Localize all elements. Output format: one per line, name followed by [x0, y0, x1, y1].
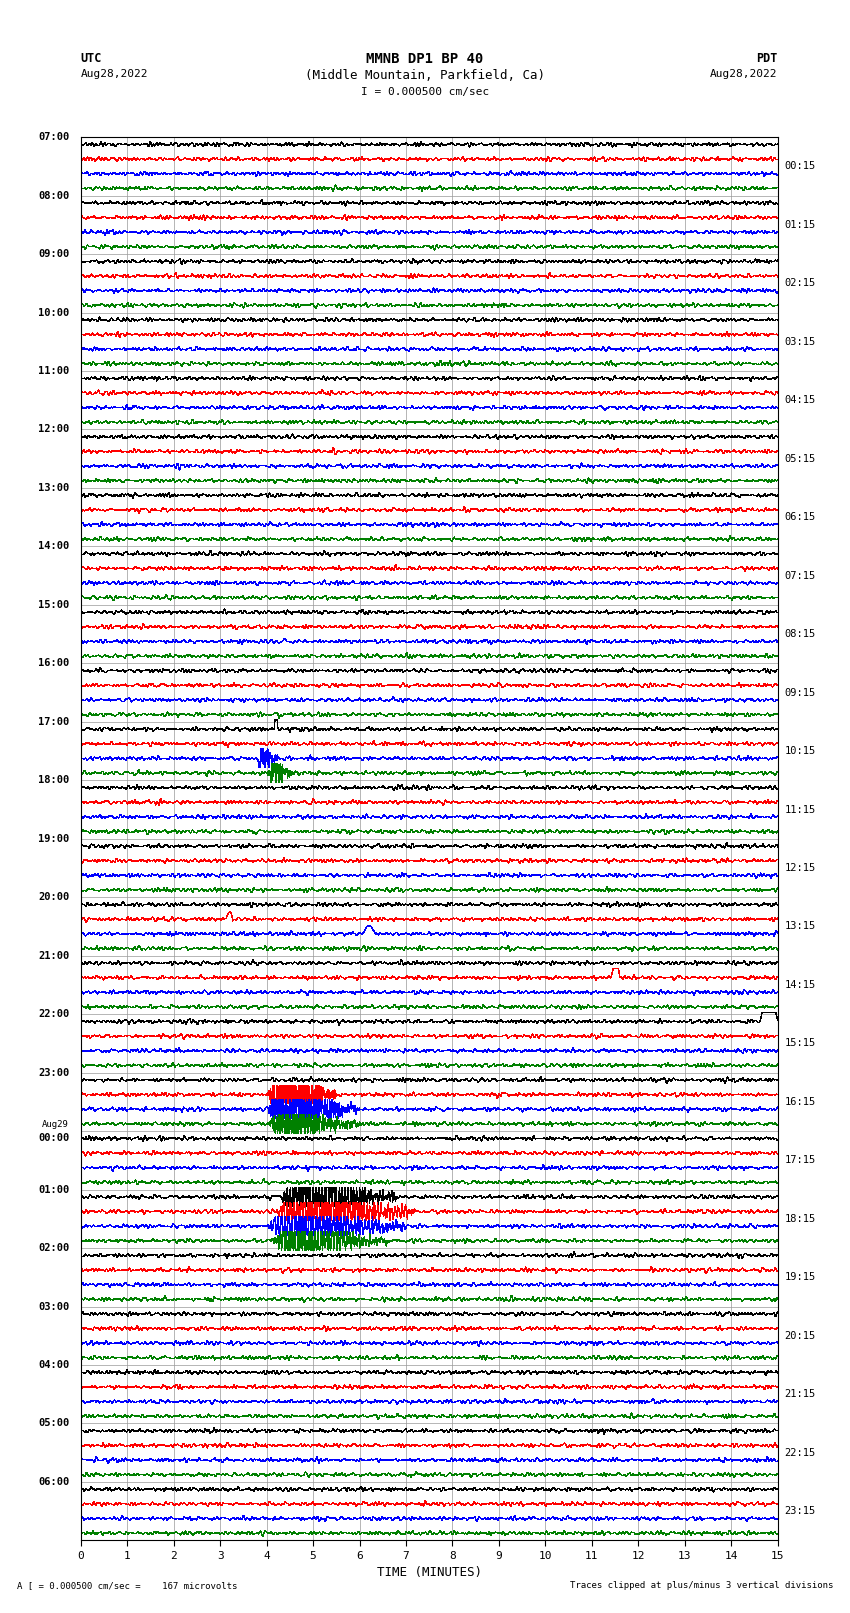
Text: 02:00: 02:00 [38, 1244, 69, 1253]
Text: 18:15: 18:15 [785, 1215, 816, 1224]
Text: 22:15: 22:15 [785, 1448, 816, 1458]
Text: 15:15: 15:15 [785, 1039, 816, 1048]
Text: A [ = 0.000500 cm/sec =    167 microvolts: A [ = 0.000500 cm/sec = 167 microvolts [17, 1581, 237, 1590]
Text: MMNB DP1 BP 40: MMNB DP1 BP 40 [366, 52, 484, 66]
X-axis label: TIME (MINUTES): TIME (MINUTES) [377, 1566, 482, 1579]
Text: Traces clipped at plus/minus 3 vertical divisions: Traces clipped at plus/minus 3 vertical … [570, 1581, 833, 1590]
Text: 14:00: 14:00 [38, 542, 69, 552]
Text: Aug29: Aug29 [42, 1119, 69, 1129]
Text: 17:00: 17:00 [38, 716, 69, 727]
Text: 23:15: 23:15 [785, 1507, 816, 1516]
Text: 09:00: 09:00 [38, 248, 69, 260]
Text: 08:00: 08:00 [38, 190, 69, 200]
Text: 16:15: 16:15 [785, 1097, 816, 1107]
Text: UTC: UTC [81, 52, 102, 65]
Text: 01:00: 01:00 [38, 1184, 69, 1195]
Text: 12:00: 12:00 [38, 424, 69, 434]
Text: 11:15: 11:15 [785, 805, 816, 815]
Text: 07:15: 07:15 [785, 571, 816, 581]
Text: PDT: PDT [756, 52, 778, 65]
Text: 21:15: 21:15 [785, 1389, 816, 1398]
Text: 05:00: 05:00 [38, 1418, 69, 1429]
Text: 03:15: 03:15 [785, 337, 816, 347]
Text: 10:15: 10:15 [785, 747, 816, 756]
Text: Aug28,2022: Aug28,2022 [711, 69, 778, 79]
Text: 16:00: 16:00 [38, 658, 69, 668]
Text: 20:15: 20:15 [785, 1331, 816, 1340]
Text: 00:00: 00:00 [38, 1134, 69, 1144]
Text: 20:00: 20:00 [38, 892, 69, 902]
Text: 15:00: 15:00 [38, 600, 69, 610]
Text: 10:00: 10:00 [38, 308, 69, 318]
Text: 17:15: 17:15 [785, 1155, 816, 1165]
Text: 18:00: 18:00 [38, 776, 69, 786]
Text: 12:15: 12:15 [785, 863, 816, 873]
Text: (Middle Mountain, Parkfield, Ca): (Middle Mountain, Parkfield, Ca) [305, 69, 545, 82]
Text: 13:00: 13:00 [38, 482, 69, 494]
Text: 21:00: 21:00 [38, 950, 69, 961]
Text: 02:15: 02:15 [785, 279, 816, 289]
Text: 05:15: 05:15 [785, 453, 816, 463]
Text: 04:15: 04:15 [785, 395, 816, 405]
Text: 11:00: 11:00 [38, 366, 69, 376]
Text: 22:00: 22:00 [38, 1010, 69, 1019]
Text: 14:15: 14:15 [785, 981, 816, 990]
Text: 06:15: 06:15 [785, 513, 816, 523]
Text: 19:00: 19:00 [38, 834, 69, 844]
Text: 03:00: 03:00 [38, 1302, 69, 1311]
Text: 23:00: 23:00 [38, 1068, 69, 1077]
Text: 06:00: 06:00 [38, 1478, 69, 1487]
Text: 00:15: 00:15 [785, 161, 816, 171]
Text: Aug28,2022: Aug28,2022 [81, 69, 148, 79]
Text: 19:15: 19:15 [785, 1273, 816, 1282]
Text: 01:15: 01:15 [785, 219, 816, 229]
Text: 09:15: 09:15 [785, 687, 816, 697]
Text: 07:00: 07:00 [38, 132, 69, 142]
Text: 04:00: 04:00 [38, 1360, 69, 1369]
Text: 13:15: 13:15 [785, 921, 816, 931]
Text: 08:15: 08:15 [785, 629, 816, 639]
Text: I = 0.000500 cm/sec: I = 0.000500 cm/sec [361, 87, 489, 97]
